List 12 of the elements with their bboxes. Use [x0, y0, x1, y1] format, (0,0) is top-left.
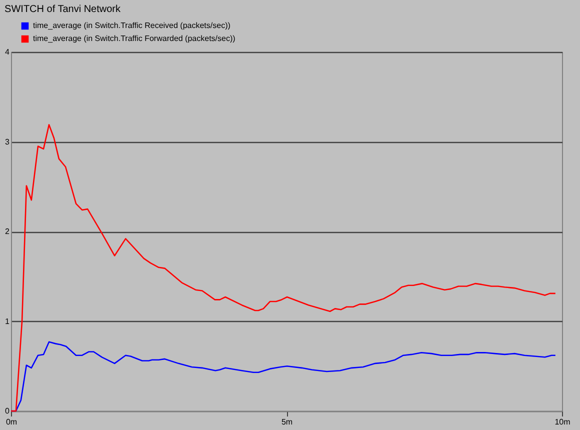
line-series: [10, 124, 556, 412]
legend-label: time_average (in Switch.Traffic Received (packets/sec)): [33, 21, 231, 30]
x-tick-label: 0m: [6, 418, 18, 426]
x-tick-label: 10m: [554, 418, 571, 426]
legend-label: time_average (in Switch.Traffic Forwarded (packets/sec)): [33, 34, 236, 43]
y-tick-label: 1: [5, 316, 10, 326]
y-tick-label: 4: [5, 48, 10, 56]
y-tick-label: 2: [5, 227, 10, 236]
y-tick-label: 3: [5, 137, 10, 146]
chart-title: SWITCH of Tanvi Network: [4, 4, 122, 15]
y-tick-label: 0: [5, 406, 10, 416]
x-tick-label: 5m: [281, 418, 293, 426]
